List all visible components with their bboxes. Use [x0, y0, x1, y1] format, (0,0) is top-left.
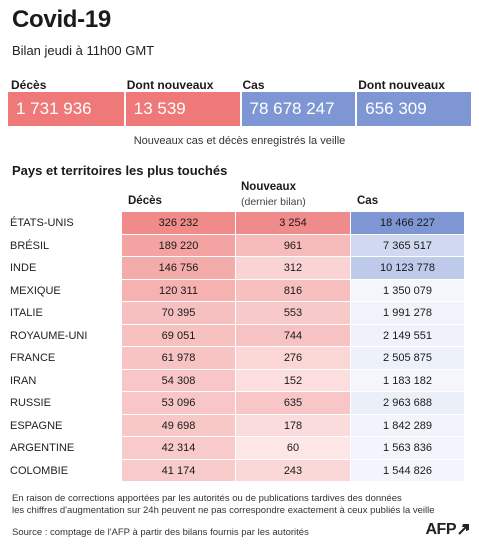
cases-cell: 10 123 778	[351, 257, 464, 280]
cases-cell: 1 842 289	[351, 414, 464, 437]
cases-cell: 1 350 079	[351, 279, 464, 302]
table-row: ESPAGNE 49 698 178 1 842 289	[10, 414, 470, 437]
table-row: INDE 146 756 312 10 123 778	[10, 257, 470, 280]
summary-value-cases: 78 678 247	[239, 92, 356, 126]
summary-labels: Décès Dont nouveaux Cas Dont nouveaux	[8, 78, 471, 92]
cases-cell: 1 563 836	[351, 437, 464, 460]
country-name: ÉTATS-UNIS	[10, 217, 74, 229]
new-deaths-cell: 312	[236, 257, 350, 280]
country-name: RUSSIE	[10, 397, 51, 409]
country-name: MEXIQUE	[10, 284, 61, 297]
table-row: RUSSIE 53 096 635 2 963 688	[10, 392, 470, 415]
cases-cell: 18 466 227	[351, 212, 464, 235]
country-name: ESPAGNE	[10, 419, 63, 432]
summary-label-new-cases: Dont nouveaux	[358, 78, 445, 92]
country-name: BRÉSIL	[10, 239, 50, 252]
deaths-cell: 146 756	[122, 257, 235, 280]
table-row: MEXIQUE 120 311 816 1 350 079	[10, 279, 470, 302]
column-header-deaths: Décès	[128, 195, 162, 207]
summary-values: 1 731 936 13 539 78 678 247 656 309	[8, 92, 471, 126]
deaths-cell: 189 220	[122, 234, 235, 257]
new-deaths-cell: 744	[236, 324, 350, 347]
footnote: En raison de corrections apportées par l…	[12, 493, 472, 517]
new-deaths-cell: 152	[236, 369, 350, 392]
new-deaths-cell: 276	[236, 347, 350, 370]
country-name: ROYAUME-UNI	[10, 329, 88, 342]
summary-value-new-cases: 656 309	[355, 92, 471, 126]
table-title: Pays et territoires les plus touchés	[12, 163, 228, 178]
new-deaths-cell: 178	[236, 414, 350, 437]
summary-label-deaths: Décès	[11, 78, 47, 92]
column-header-new: Nouveaux	[241, 181, 296, 193]
summary-label-cases: Cas	[242, 78, 265, 92]
summary-value-deaths: 1 731 936	[8, 92, 124, 126]
new-deaths-cell: 635	[236, 392, 350, 415]
column-header-cases: Cas	[357, 195, 379, 207]
cases-cell: 7 365 517	[351, 234, 464, 257]
new-deaths-cell: 553	[236, 302, 350, 325]
source-note: Source : comptage de l'AFP à partir des …	[12, 527, 309, 538]
deaths-cell: 42 314	[122, 437, 235, 460]
deaths-cell: 53 096	[122, 392, 235, 415]
country-name: ITALIE	[10, 307, 43, 319]
country-name: FRANCE	[10, 352, 56, 364]
country-name: COLOMBIE	[10, 464, 69, 477]
deaths-cell: 54 308	[122, 369, 235, 392]
deaths-cell: 41 174	[122, 459, 235, 482]
footnote-line-1: En raison de corrections apportées par l…	[12, 493, 402, 504]
deaths-cell: 49 698	[122, 414, 235, 437]
countries-table: ÉTATS-UNIS 326 232 3 254 18 466 227 BRÉSIL 18…	[10, 212, 470, 482]
table-row: ÉTATS-UNIS 326 232 3 254 18 466 227	[10, 212, 470, 235]
table-row: FRANCE 61 978 276 2 505 875	[10, 347, 470, 370]
deaths-cell: 120 311	[122, 279, 235, 302]
page-title: Covid-19	[12, 6, 111, 33]
cases-cell: 2 963 688	[351, 392, 464, 415]
arrow-icon	[458, 524, 469, 535]
cases-cell: 1 991 278	[351, 302, 464, 325]
footnote-line-2: les chiffres d'augmentation sur 24h peuv…	[12, 505, 435, 516]
cases-cell: 1 544 826	[351, 459, 464, 482]
table-row: COLOMBIE 41 174 243 1 544 826	[10, 459, 470, 482]
table-row: IRAN 54 308 152 1 183 182	[10, 369, 470, 392]
summary-value-new-deaths: 13 539	[123, 92, 240, 126]
new-deaths-cell: 816	[236, 279, 350, 302]
table-row: ROYAUME-UNI 69 051 744 2 149 551	[10, 324, 470, 347]
column-header-new-sub: (dernier bilan)	[241, 196, 306, 208]
new-deaths-cell: 243	[236, 459, 350, 482]
summary-label-new-deaths: Dont nouveaux	[126, 78, 214, 92]
deaths-cell: 69 051	[122, 324, 235, 347]
afp-logo-text: AFP	[425, 521, 457, 538]
deaths-cell: 61 978	[122, 347, 235, 370]
afp-logo: AFP	[426, 521, 472, 539]
deaths-cell: 326 232	[122, 212, 235, 235]
deaths-cell: 70 395	[122, 302, 235, 325]
new-deaths-cell: 3 254	[236, 212, 350, 235]
summary-note: Nouveaux cas et décès enregistrés la vei…	[133, 135, 346, 147]
cases-cell: 2 505 875	[351, 347, 464, 370]
country-name: IRAN	[10, 374, 37, 387]
table-row: ITALIE 70 395 553 1 991 278	[10, 302, 470, 325]
table-row: ARGENTINE 42 314 60 1 563 836	[10, 437, 470, 460]
cases-cell: 1 183 182	[351, 369, 464, 392]
table-row: BRÉSIL 189 220 961 7 365 517	[10, 234, 470, 257]
page-subtitle: Bilan jeudi à 11h00 GMT	[12, 43, 155, 58]
new-deaths-cell: 961	[236, 234, 350, 257]
country-name: INDE	[10, 262, 37, 274]
new-deaths-cell: 60	[236, 437, 350, 460]
country-name: ARGENTINE	[10, 442, 75, 454]
cases-cell: 2 149 551	[351, 324, 464, 347]
